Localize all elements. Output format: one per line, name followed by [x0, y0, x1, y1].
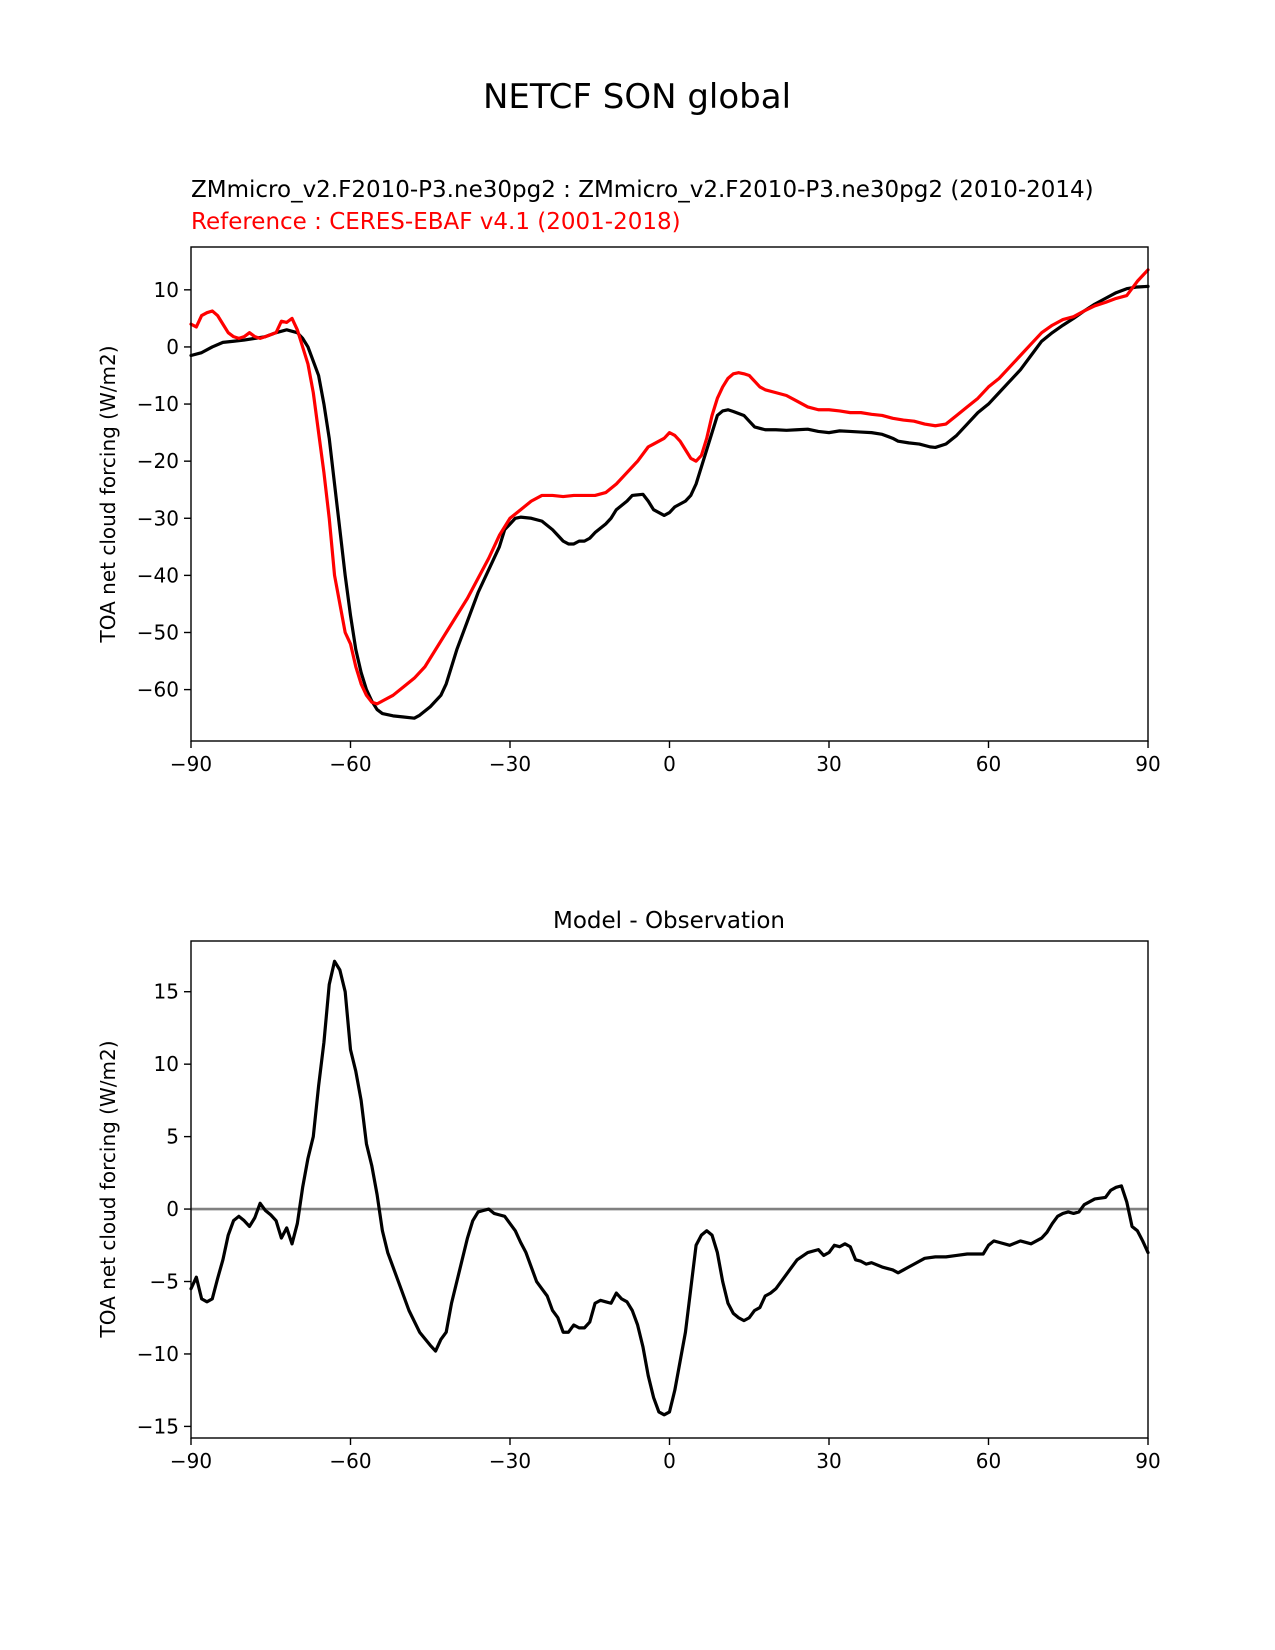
- top-x-tick-label: 0: [663, 752, 676, 776]
- bottom-title: Model - Observation: [553, 908, 785, 934]
- top-y-tick-label: −10: [137, 392, 179, 416]
- top-x-tick-label: −60: [329, 752, 371, 776]
- top-series-line-1: [189, 284, 1150, 720]
- bottom-y-tick-label: 0: [166, 1197, 179, 1221]
- bottom-x-tick-label: 90: [1135, 1449, 1160, 1473]
- figure-title: NETCF SON global: [483, 77, 791, 117]
- top-x-tick-label: 60: [976, 752, 1001, 776]
- bottom-y-tick-label: −10: [137, 1342, 179, 1366]
- bottom-x-tick-label: −60: [329, 1449, 371, 1473]
- bottom-y-tick-label: −15: [137, 1414, 179, 1438]
- top-y-tick-label: −60: [137, 678, 179, 702]
- top-y-axis-label: TOA net cloud forcing (W/m2): [96, 345, 120, 643]
- bottom-plot-area: [189, 959, 1150, 1417]
- top-series-line-2: [189, 268, 1150, 706]
- top-x-tick-label: −90: [170, 752, 212, 776]
- top-y-axis: −60 −50 −40 −30 −20 −10 0 10: [137, 278, 191, 702]
- reference-subtitle: Reference : CERES-EBAF v4.1 (2001-2018): [191, 209, 681, 235]
- top-y-tick-label: 10: [154, 278, 179, 302]
- top-plot-area: [189, 268, 1150, 720]
- bottom-panel: Model - Observation −90 −60 −30 0 30 60 90 −15…: [96, 908, 1161, 1473]
- top-y-tick-label: −50: [137, 620, 179, 644]
- bottom-y-axis: −15 −10 −5 0 5 10 15: [137, 980, 191, 1438]
- bottom-y-tick-label: 10: [154, 1052, 179, 1076]
- top-y-tick-label: −30: [137, 506, 179, 530]
- top-x-axis: −90 −60 −30 0 30 60 90: [170, 741, 1161, 776]
- bottom-x-tick-label: −30: [489, 1449, 531, 1473]
- bottom-axes-frame: [190, 940, 1149, 1439]
- bottom-x-tick-label: −90: [170, 1449, 212, 1473]
- bottom-x-tick-label: 30: [816, 1449, 841, 1473]
- bottom-x-tick-label: 60: [976, 1449, 1001, 1473]
- top-y-tick-label: −40: [137, 563, 179, 587]
- bottom-y-axis-label: TOA net cloud forcing (W/m2): [96, 1040, 120, 1338]
- bottom-y-tick-label: 15: [154, 980, 179, 1004]
- top-panel: ZMmicro_v2.F2010-P3.ne30pg2 : ZMmicro_v2…: [96, 177, 1161, 776]
- test-subtitle: ZMmicro_v2.F2010-P3.ne30pg2 : ZMmicro_v2…: [191, 177, 1094, 203]
- bottom-y-tick-label: 5: [166, 1125, 179, 1149]
- top-y-tick-label: −20: [137, 449, 179, 473]
- bottom-series-line-1: [189, 959, 1150, 1417]
- bottom-x-tick-label: 0: [663, 1449, 676, 1473]
- top-x-tick-label: −30: [489, 752, 531, 776]
- bottom-x-axis: −90 −60 −30 0 30 60 90: [170, 1438, 1161, 1473]
- top-y-tick-label: 0: [166, 335, 179, 359]
- bottom-y-tick-label: −5: [150, 1270, 179, 1294]
- top-x-tick-label: 90: [1135, 752, 1160, 776]
- top-x-tick-label: 30: [816, 752, 841, 776]
